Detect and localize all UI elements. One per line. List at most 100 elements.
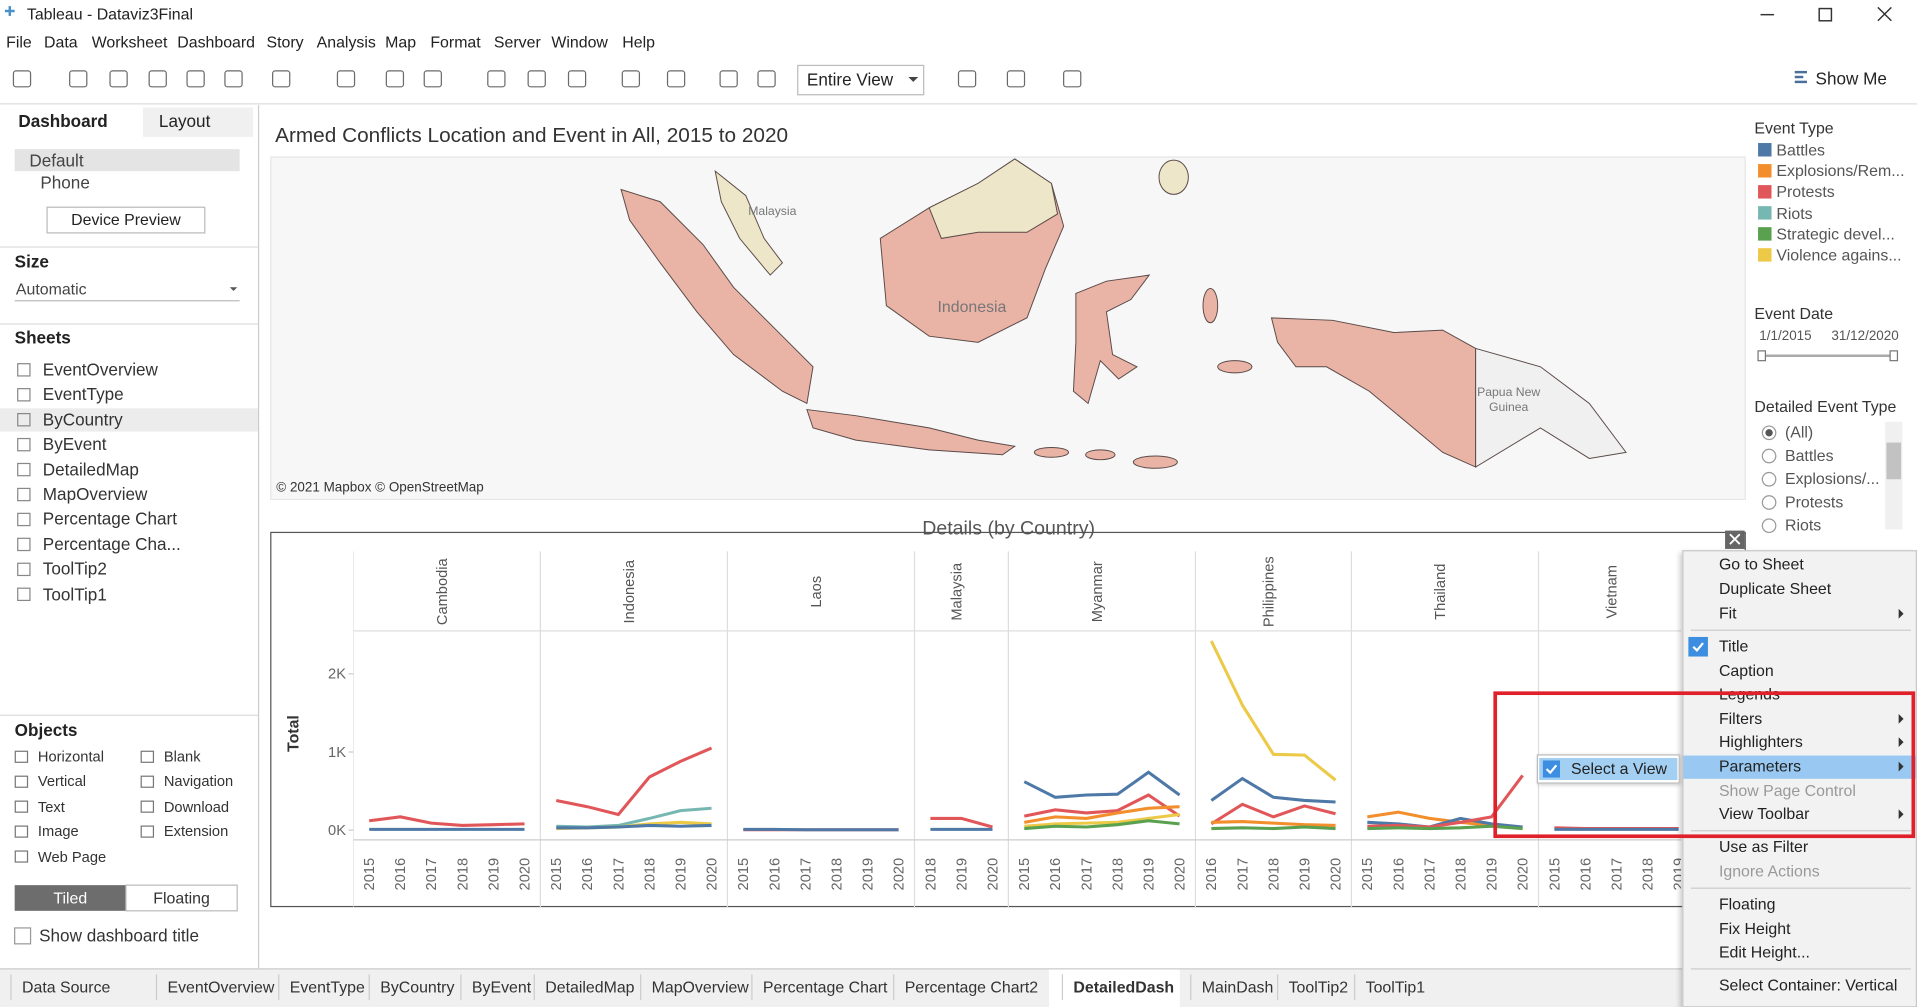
tiled-button[interactable] — [14, 885, 126, 911]
sheet-tab[interactable]: ToolTip2 — [1288, 978, 1349, 997]
object[interactable]: Download — [163, 798, 230, 816]
legend-item[interactable]: Explosions/Rem... — [1776, 161, 1905, 180]
legend-item[interactable]: Protests — [1776, 182, 1835, 201]
sheet-tab[interactable]: EventOverview — [167, 978, 275, 997]
toolbar-icon — [423, 70, 442, 88]
menu-item[interactable]: Caption — [1718, 661, 1774, 680]
radio-option[interactable]: Protests — [1784, 492, 1844, 512]
floating-button[interactable] — [125, 884, 238, 912]
menu-item[interactable]: Dashboard — [177, 33, 256, 52]
device[interactable]: Phone — [40, 172, 90, 192]
menu-item[interactable]: Filters — [1718, 709, 1763, 728]
radio — [1761, 495, 1777, 510]
sheet-tab[interactable]: ByCountry — [380, 978, 455, 997]
slider-handle[interactable] — [1889, 350, 1899, 362]
radio-option[interactable]: (All) — [1784, 423, 1814, 442]
menu-item[interactable]: Ignore Actions — [1718, 861, 1820, 881]
sheet[interactable]: ByCountry — [42, 409, 123, 429]
menu-item[interactable]: File — [6, 33, 32, 52]
menu-item[interactable]: Floating — [1718, 894, 1776, 914]
menu-item[interactable]: Data — [44, 33, 78, 52]
submenu-item[interactable]: Select a View — [1571, 759, 1668, 778]
toolbar-icon — [757, 70, 776, 88]
menu-item[interactable]: View Toolbar — [1718, 804, 1810, 823]
sheet-tab[interactable]: ByEvent — [471, 978, 532, 997]
object[interactable]: Blank — [163, 748, 201, 766]
sheet-tab[interactable]: EventType — [289, 978, 365, 997]
menu-item[interactable]: Title — [1718, 636, 1749, 656]
layout-mode[interactable]: Floating — [153, 888, 210, 908]
device[interactable]: Default — [29, 150, 84, 170]
size-value[interactable]: Automatic — [15, 279, 87, 299]
layout-tab[interactable] — [143, 107, 254, 137]
menu-item[interactable]: Edit Height... — [1718, 942, 1810, 961]
menu-item[interactable]: Parameters — [1718, 756, 1802, 776]
menu-item[interactable]: Highlighters — [1718, 732, 1803, 751]
radio-option[interactable]: Battles — [1784, 446, 1834, 465]
menu-item[interactable]: Window — [551, 33, 608, 52]
object[interactable]: Horizontal — [37, 748, 104, 766]
legend-item[interactable]: Violence agains... — [1776, 245, 1902, 265]
sheet-tab[interactable]: Data Source — [22, 978, 111, 997]
sheet-tab[interactable]: Percentage Chart — [762, 978, 888, 997]
sheet-tab[interactable]: MainDash — [1201, 978, 1274, 997]
object[interactable]: Text — [37, 798, 65, 816]
radio-option[interactable]: Riots — [1784, 515, 1822, 535]
object[interactable]: Web Page — [37, 847, 107, 866]
sheet[interactable]: ToolTip2 — [42, 558, 107, 579]
panel-tab[interactable]: Dashboard — [18, 111, 108, 131]
sheet[interactable]: EventOverview — [42, 359, 158, 379]
scrollbar-thumb[interactable] — [1886, 442, 1902, 480]
object[interactable]: Extension — [163, 823, 229, 841]
object[interactable]: Vertical — [37, 773, 87, 791]
panel-tab[interactable]: Layout — [158, 111, 211, 131]
fit-value[interactable]: Entire View — [806, 69, 894, 90]
device-preview[interactable]: Device Preview — [46, 206, 206, 234]
sheet-tab[interactable]: DetailedDash — [1073, 978, 1175, 997]
toolbar-icon — [109, 70, 128, 88]
show-title-label[interactable]: Show dashboard title — [39, 925, 199, 946]
slider-handle[interactable] — [1757, 350, 1767, 362]
menu-item[interactable]: Fit — [1718, 603, 1737, 623]
sheet-tab[interactable]: ToolTip1 — [1365, 978, 1426, 997]
fit-dropdown[interactable] — [797, 64, 925, 96]
show-me[interactable]: Show Me — [1815, 68, 1887, 89]
sheet-tab[interactable]: MapOverview — [651, 978, 749, 997]
sheet[interactable]: DetailedMap — [42, 459, 139, 479]
menu-item[interactable]: Analysis — [316, 33, 376, 52]
app-icon — [4, 6, 15, 16]
menu-item[interactable]: Format — [430, 33, 481, 52]
sheet[interactable]: ByEvent — [42, 434, 107, 454]
radio-option[interactable]: Explosions/... — [1784, 469, 1880, 488]
menu-item[interactable]: Help — [622, 33, 655, 52]
sheet[interactable]: EventType — [42, 384, 124, 404]
sheet[interactable]: MapOverview — [42, 484, 148, 504]
sheet[interactable]: Percentage Cha... — [42, 534, 181, 554]
close[interactable] — [1877, 6, 1892, 22]
sheet[interactable]: Percentage Chart — [42, 509, 177, 529]
legend-item[interactable]: Battles — [1776, 140, 1826, 159]
sheet-tab[interactable]: DetailedMap — [545, 978, 635, 997]
object[interactable]: Navigation — [163, 773, 234, 791]
legend-item[interactable]: Riots — [1776, 203, 1813, 223]
menu-item[interactable]: Go to Sheet — [1718, 555, 1804, 574]
checkbox[interactable] — [14, 927, 32, 945]
active-tab[interactable] — [1048, 969, 1180, 1007]
menu-item[interactable]: Duplicate Sheet — [1718, 579, 1832, 598]
menu-item[interactable]: Story — [266, 33, 304, 52]
menu-item[interactable]: Select Container: Vertical — [1718, 975, 1898, 994]
sheet[interactable]: ToolTip1 — [42, 583, 107, 604]
object[interactable]: Image — [37, 823, 79, 841]
menu-item[interactable]: Use as Filter — [1718, 837, 1809, 856]
menu-item[interactable]: Fix Height — [1718, 919, 1791, 938]
menu-item[interactable]: Show Page Control — [1718, 781, 1856, 800]
restore[interactable] — [1818, 7, 1833, 22]
menu-item[interactable]: Legends — [1718, 684, 1780, 703]
legend-item[interactable]: Strategic devel... — [1776, 224, 1895, 244]
menu-item[interactable]: Server — [493, 33, 541, 52]
menu-item[interactable]: Worksheet — [91, 33, 168, 52]
layout-mode[interactable]: Tiled — [53, 888, 88, 908]
sheet-icon — [17, 363, 31, 377]
sheet-tab[interactable]: Percentage Chart2 — [904, 978, 1039, 997]
menu-item[interactable]: Map — [385, 33, 417, 52]
